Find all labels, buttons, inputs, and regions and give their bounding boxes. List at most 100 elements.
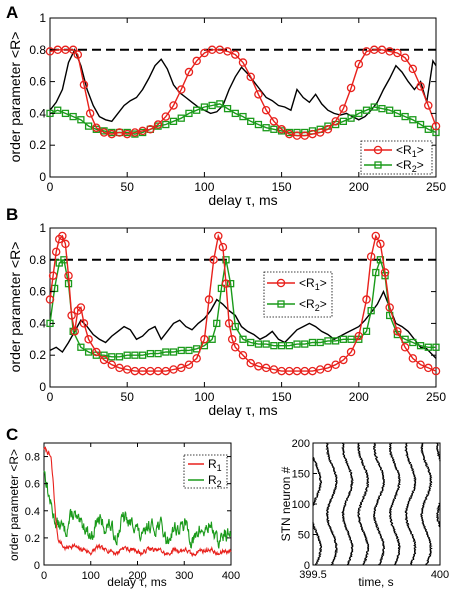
spike: [366, 555, 368, 557]
data-point: [354, 59, 364, 69]
spike: [319, 476, 322, 478]
spike: [422, 521, 424, 523]
spike: [318, 559, 320, 561]
spike: [391, 505, 393, 507]
spike: [312, 525, 315, 527]
y-tick-label: 0.6: [29, 285, 46, 299]
spike: [389, 512, 391, 514]
panel-b-frame: [49, 227, 437, 388]
spike: [428, 539, 431, 541]
spike: [398, 482, 400, 484]
spike: [350, 483, 352, 485]
y-tick-label: 0.4: [29, 316, 46, 330]
spike: [359, 509, 361, 511]
spike: [429, 472, 431, 474]
spike: [382, 474, 384, 476]
spike: [314, 460, 316, 462]
spike: [413, 554, 415, 556]
spike: [413, 555, 415, 557]
spike: [405, 447, 407, 449]
spike: [422, 505, 424, 507]
spike: [429, 541, 431, 543]
spike: [334, 555, 336, 557]
panel-c-right-ylabel: STN neuron #: [279, 466, 293, 541]
spike: [438, 524, 440, 526]
spike: [414, 544, 417, 546]
spike: [350, 472, 353, 474]
data-point: [385, 303, 394, 312]
spike: [362, 498, 365, 500]
spike: [315, 563, 317, 565]
spike: [361, 527, 363, 529]
spike: [378, 532, 380, 534]
legend-box: [360, 140, 433, 175]
spike: [329, 461, 332, 463]
spike: [437, 511, 439, 513]
data-point: [308, 129, 317, 139]
data-point: [99, 355, 109, 365]
spike: [408, 498, 411, 500]
spike: [389, 451, 391, 453]
spike: [399, 479, 401, 481]
spike: [344, 523, 347, 525]
spike: [429, 480, 431, 482]
spike: [351, 546, 354, 548]
spike: [423, 458, 425, 460]
spike: [411, 493, 413, 495]
spike: [437, 444, 439, 446]
spike: [406, 452, 408, 454]
spike: [397, 538, 400, 540]
spike: [414, 487, 416, 489]
spike: [342, 450, 345, 452]
spike: [395, 560, 398, 562]
panel-a-xlabel: delay τ, ms: [208, 192, 277, 208]
spike: [342, 449, 344, 451]
spike: [383, 483, 385, 485]
spike: [394, 465, 396, 467]
spike: [398, 551, 400, 553]
spike: [357, 449, 360, 451]
data-point: [269, 365, 279, 374]
spike: [374, 455, 376, 457]
spike: [358, 448, 360, 450]
spike: [347, 530, 349, 532]
spike: [438, 507, 440, 509]
spike: [334, 538, 337, 540]
spike: [316, 468, 318, 470]
spike: [421, 510, 424, 512]
panel-a-frame: [49, 17, 437, 178]
spike: [437, 505, 440, 507]
spike: [352, 545, 354, 547]
spike: [424, 526, 426, 528]
spike: [393, 530, 395, 532]
spike: [373, 508, 376, 510]
spike: [316, 561, 318, 563]
spike: [397, 485, 400, 487]
spike: [397, 488, 400, 490]
y-tick-label: 0: [39, 380, 46, 394]
spike: [332, 563, 334, 565]
spike: [394, 561, 397, 563]
spike: [373, 516, 375, 518]
data-point: [416, 360, 425, 369]
spike: [360, 505, 362, 507]
spike: [351, 548, 353, 550]
spike: [420, 515, 422, 517]
spike: [358, 513, 360, 515]
spike: [312, 524, 315, 526]
spike: [333, 467, 335, 469]
spike: [335, 486, 337, 488]
spike: [316, 496, 318, 498]
spike: [391, 454, 393, 456]
spike: [392, 528, 395, 530]
spike: [367, 485, 369, 487]
spike: [361, 460, 364, 462]
spike: [396, 559, 398, 561]
spike: [346, 461, 348, 463]
spike: [430, 543, 432, 545]
spike: [375, 455, 377, 457]
spike: [328, 459, 330, 461]
spike: [381, 490, 384, 492]
spike: [429, 474, 432, 476]
spike: [410, 530, 412, 532]
